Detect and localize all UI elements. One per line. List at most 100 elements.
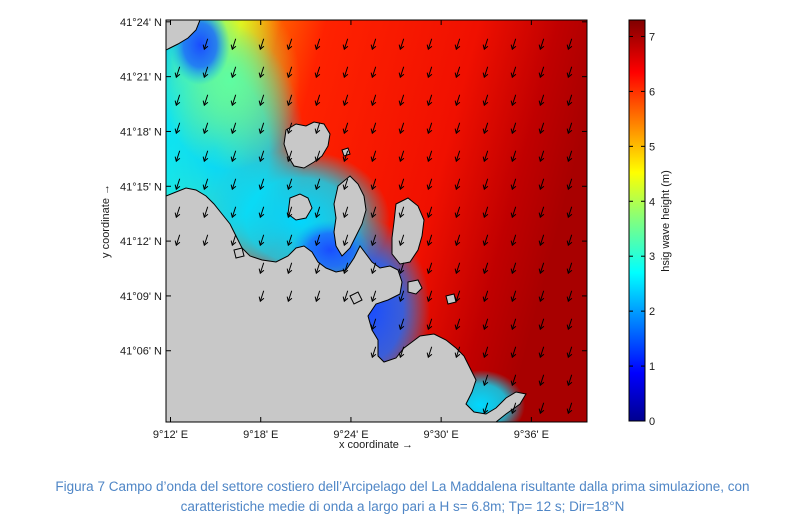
wave-arrow [203, 38, 209, 50]
x-tick-label: 9°12' E [153, 429, 188, 441]
wave-arrow-head [566, 324, 573, 331]
wave-arrow [511, 66, 517, 78]
wave-arrow-head [482, 324, 489, 331]
wave-arrow-head [174, 240, 181, 247]
wave-arrow [427, 262, 433, 274]
colorbar-tick-label: 5 [649, 141, 655, 153]
wave-arrow [175, 150, 181, 162]
wave-arrow-head [426, 128, 433, 135]
wave-arrow [203, 206, 209, 218]
colorbar-tick-label: 2 [649, 306, 655, 318]
wave-arrow-head [398, 100, 405, 107]
wave-arrow-head [482, 212, 489, 219]
wave-arrow-head [370, 44, 377, 51]
wave-arrow [511, 346, 517, 358]
wave-arrow [567, 346, 573, 358]
wave-arrow-head [398, 296, 405, 303]
wave-arrow-head [398, 44, 405, 51]
wave-arrow [539, 150, 545, 162]
wave-arrow [175, 94, 181, 106]
wave-arrow-head [286, 296, 293, 303]
wave-arrow [231, 206, 237, 218]
wave-arrow-head [398, 212, 405, 219]
island-tiny-3 [349, 291, 363, 305]
wave-arrow [287, 178, 293, 190]
wave-arrow [371, 234, 377, 246]
wave-arrow-head [538, 100, 545, 107]
wave-arrow [483, 290, 489, 302]
x-tick-label: 9°24' E [333, 429, 368, 441]
wave-arrow-head [538, 184, 545, 191]
wave-arrow [399, 178, 405, 190]
wave-arrow [315, 122, 321, 134]
wave-arrow [455, 66, 461, 78]
y-axis-label: y coordinate → [100, 184, 112, 258]
wave-arrow [539, 122, 545, 134]
wave-arrow [231, 150, 237, 162]
caption-line-2: caratteristiche medie di onda a largo pa… [180, 499, 625, 514]
x-tick-label: 9°18' E [243, 429, 278, 441]
wave-arrow [539, 66, 545, 78]
wave-arrow-head [202, 240, 209, 247]
wave-arrow [567, 66, 573, 78]
wave-arrow [259, 234, 265, 246]
wave-arrow-head [314, 268, 321, 275]
wave-arrow [203, 234, 209, 246]
wave-arrow [343, 206, 349, 218]
wave-arrow [455, 346, 461, 358]
wave-arrow [539, 346, 545, 358]
wave-arrow-head [510, 156, 517, 163]
wave-arrow-head [314, 212, 321, 219]
wave-arrow-head [510, 408, 517, 415]
wave-arrow-head [454, 128, 461, 135]
wave-arrow [371, 206, 377, 218]
wave-arrow-head [370, 156, 377, 163]
wave-arrow [539, 318, 545, 330]
wave-arrow-head [482, 128, 489, 135]
wave-arrow [539, 206, 545, 218]
wave-arrow-head [510, 352, 517, 359]
colorbar-tick-label: 0 [649, 416, 655, 428]
wave-arrow-head [510, 184, 517, 191]
wave-arrow-head [426, 72, 433, 79]
figure-caption: Figura 7 Campo d’onda del settore costie… [0, 477, 805, 517]
y-tick-label: 41°15' N [120, 181, 162, 193]
wave-arrow [539, 262, 545, 274]
wave-arrow-head [342, 72, 349, 79]
wave-arrow-head [230, 72, 237, 79]
wave-arrow-head [398, 184, 405, 191]
colorbar-tick-label: 6 [649, 86, 655, 98]
wave-arrow-head [454, 184, 461, 191]
wave-arrow [427, 94, 433, 106]
wave-arrow-head [566, 44, 573, 51]
wave-arrow-head [314, 44, 321, 51]
wave-arrow [511, 318, 517, 330]
wave-arrow [511, 38, 517, 50]
wave-direction-arrows [174, 38, 573, 415]
wave-arrow-head [566, 268, 573, 275]
wave-arrow-head [566, 128, 573, 135]
wave-arrow-head [482, 380, 489, 387]
wave-arrow-head [426, 156, 433, 163]
wave-arrow-head [370, 296, 377, 303]
wave-arrow-head [258, 212, 265, 219]
wave-arrow-head [482, 44, 489, 51]
wave-arrow-head [538, 380, 545, 387]
colorbar-tick-label: 7 [649, 31, 655, 43]
wave-arrow-head [314, 240, 321, 247]
island-tiny-1 [341, 147, 351, 157]
wave-arrow [259, 38, 265, 50]
wave-arrow-head [510, 268, 517, 275]
wave-arrow [539, 38, 545, 50]
wave-arrow [259, 66, 265, 78]
wave-arrow-head [230, 44, 237, 51]
wave-arrow [287, 122, 293, 134]
wave-arrow-head [426, 100, 433, 107]
wave-arrow-head [538, 240, 545, 247]
wave-arrow [203, 66, 209, 78]
wave-arrow-head [370, 268, 377, 275]
wave-arrow-head [538, 352, 545, 359]
colorbar-tick-label: 1 [649, 361, 655, 373]
wave-arrow-head [342, 156, 349, 163]
wave-arrow-head [342, 296, 349, 303]
